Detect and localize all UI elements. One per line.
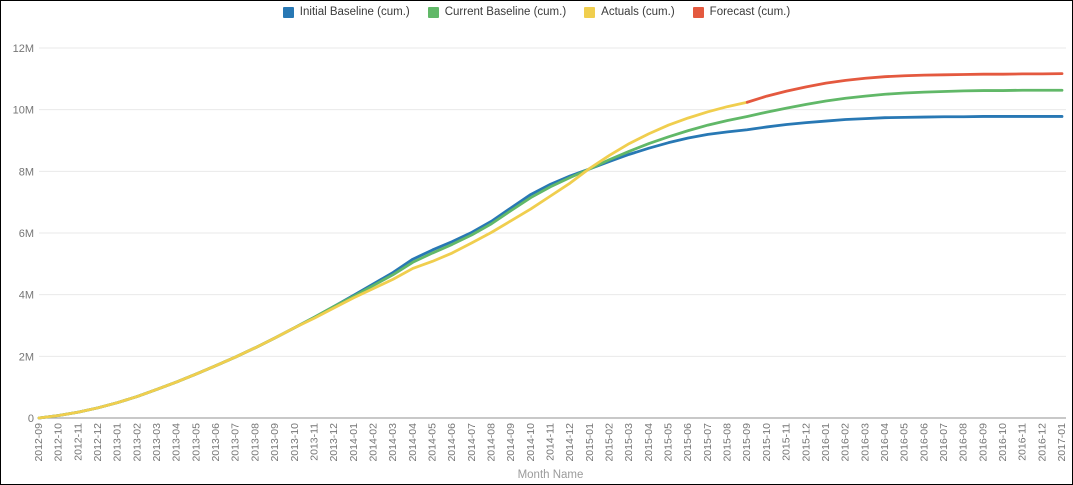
- x-axis-tick-label: 2013-02: [131, 423, 143, 462]
- x-axis-tick-label: 2016-03: [859, 423, 871, 462]
- x-axis-tick-label: 2014-03: [387, 423, 399, 462]
- x-axis-tick-label: 2014-09: [505, 423, 517, 462]
- chart-legend: Initial Baseline (cum.) Current Baseline …: [1, 4, 1072, 20]
- x-axis-tick-label: 2014-11: [545, 423, 557, 461]
- y-axis-tick-label: 2M: [19, 351, 34, 363]
- x-axis-tick-label: 2012-12: [92, 423, 104, 462]
- x-axis-tick-label: 2013-05: [190, 423, 202, 462]
- x-axis-tick-label: 2016-11: [1017, 423, 1029, 461]
- x-axis-tick-label: 2013-08: [249, 423, 261, 462]
- legend-swatch-icon: [584, 6, 596, 18]
- x-axis-tick-label: 2015-07: [702, 423, 714, 462]
- x-axis-tick-label: 2014-06: [446, 423, 458, 462]
- legend-item-4[interactable]: Forecast (cum.): [692, 6, 791, 18]
- x-axis-tick-label: 2016-10: [997, 423, 1009, 462]
- x-axis-tick-label: 2014-10: [525, 423, 537, 462]
- x-axis-tick-label: 2015-09: [741, 423, 753, 462]
- y-axis-tick-label: 6M: [19, 228, 34, 240]
- x-axis-tick-label: 2014-02: [367, 423, 379, 462]
- series-line-initial-baseline-cum: [37, 115, 1064, 420]
- y-axis-tick-label: 12M: [13, 43, 34, 55]
- y-axis-tick-label: 8M: [19, 166, 34, 178]
- y-axis-tick-label: 0: [28, 413, 34, 425]
- legend-item-1[interactable]: Initial Baseline (cum.): [282, 6, 410, 18]
- x-axis-tick-label: 2012-10: [53, 423, 65, 462]
- x-axis-tick-label: 2014-05: [426, 423, 438, 462]
- x-axis-tick-label: 2015-06: [682, 423, 694, 462]
- x-axis-tick-label: 2014-08: [485, 423, 497, 462]
- legend-swatch-icon: [692, 6, 704, 18]
- legend-label: Forecast (cum.): [709, 6, 791, 18]
- legend-label: Current Baseline (cum.): [444, 6, 567, 18]
- x-axis-tick-label: 2014-07: [466, 423, 478, 462]
- x-axis-tick-label: 2016-09: [977, 423, 989, 462]
- x-axis-tick-label: 2015-03: [623, 423, 635, 462]
- x-axis-tick-label: 2015-05: [663, 423, 675, 462]
- x-axis-tick-label: 2014-04: [407, 423, 419, 462]
- x-axis-tick-label: 2013-04: [171, 423, 183, 462]
- x-axis-tick-label: 2013-06: [210, 423, 222, 462]
- x-axis-tick-label: 2013-07: [230, 423, 242, 462]
- x-axis-tick-label: 2016-04: [879, 423, 891, 462]
- x-axis-tick-label: 2013-12: [328, 423, 340, 462]
- y-axis-tick-label: 4M: [19, 290, 34, 302]
- x-axis-tick-label: 2015-08: [722, 423, 734, 462]
- x-axis-tick-label: 2013-03: [151, 423, 163, 462]
- x-axis-tick-label: 2017-01: [1056, 423, 1068, 462]
- legend-label: Initial Baseline (cum.): [299, 6, 410, 18]
- x-axis-title: Month Name: [518, 469, 584, 481]
- legend-label: Actuals (cum.): [601, 6, 675, 18]
- legend-item-3[interactable]: Actuals (cum.): [584, 6, 675, 18]
- x-axis-tick-label: 2013-11: [308, 423, 320, 461]
- x-axis-tick-label: 2014-12: [564, 423, 576, 462]
- x-axis-tick-label: 2016-01: [820, 423, 832, 462]
- x-axis-tick-label: 2016-07: [938, 423, 950, 462]
- legend-item-2[interactable]: Current Baseline (cum.): [427, 6, 567, 18]
- x-axis-tick-label: 2014-01: [348, 423, 360, 462]
- series-line-forecast-cum: [745, 72, 1064, 104]
- x-axis-tick-label: 2016-05: [899, 423, 911, 462]
- x-axis-tick-label: 2015-11: [781, 423, 793, 461]
- series-line-current-baseline-cum: [37, 88, 1064, 420]
- x-axis-tick-label: 2015-12: [800, 423, 812, 462]
- series-line-actuals-cum: [37, 100, 749, 420]
- x-axis-tick-label: 2013-10: [289, 423, 301, 462]
- x-axis-tick-label: 2015-04: [643, 423, 655, 462]
- x-axis-tick-label: 2016-12: [1036, 423, 1048, 462]
- x-axis-tick-label: 2016-06: [918, 423, 930, 462]
- x-axis-tick-label: 2015-01: [584, 423, 596, 462]
- x-axis-tick-label: 2016-08: [958, 423, 970, 462]
- x-axis-tick-label: 2015-02: [604, 423, 616, 462]
- legend-swatch-icon: [427, 6, 439, 18]
- x-axis-tick-label: 2016-02: [840, 423, 852, 462]
- x-axis-tick-label: 2012-11: [72, 423, 84, 461]
- x-axis-tick-label: 2013-09: [269, 423, 281, 462]
- y-axis-tick-label: 10M: [13, 105, 34, 117]
- x-axis-tick-label: 2012-09: [33, 423, 45, 462]
- legend-swatch-icon: [282, 6, 294, 18]
- x-axis-tick-label: 2015-10: [761, 423, 773, 462]
- x-axis-tick-label: 2013-01: [112, 423, 124, 462]
